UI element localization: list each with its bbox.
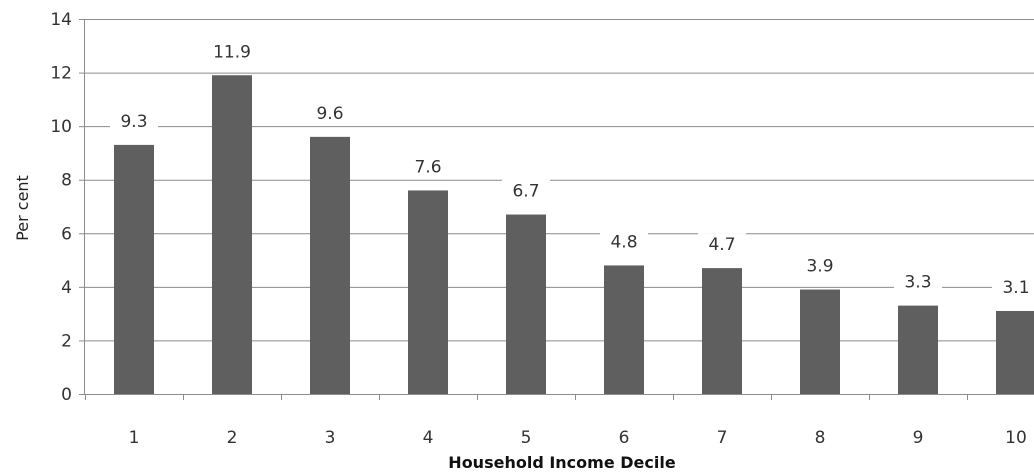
bar-2 — [212, 75, 252, 394]
x-tick-labels: 1 2 3 4 5 6 7 8 9 10 — [129, 428, 1027, 448]
data-label-3: 9.6 — [316, 104, 343, 124]
data-label-5: 6.7 — [512, 182, 539, 202]
axes — [79, 19, 1034, 400]
data-label-bg — [600, 230, 648, 254]
data-label-10: 3.1 — [1002, 278, 1029, 298]
data-label-7: 4.7 — [708, 235, 735, 255]
y-tick-label: 8 — [61, 171, 72, 191]
data-label-bg — [992, 275, 1034, 299]
data-label-bg — [796, 254, 844, 278]
data-label-bg — [502, 179, 550, 203]
data-label-bg — [894, 270, 942, 294]
data-label-bg — [698, 233, 746, 257]
data-label-bg — [110, 109, 158, 133]
y-tick-label: 0 — [61, 385, 72, 405]
x-tick-label-5: 5 — [521, 428, 532, 448]
x-axis-title: Household Income Decile — [448, 453, 676, 472]
data-label-6: 4.8 — [610, 232, 637, 252]
bar-10 — [996, 310, 1034, 394]
y-tick-label: 4 — [61, 278, 72, 298]
x-tick-label-1: 1 — [129, 428, 140, 448]
y-tick-label: 14 — [50, 10, 72, 30]
bar-4 — [408, 190, 448, 394]
data-label-2: 11.9 — [213, 42, 251, 62]
y-tick-labels: 0 2 4 6 8 10 12 14 — [50, 10, 72, 405]
y-tick-label: 10 — [50, 117, 72, 137]
x-tick-label-6: 6 — [619, 428, 630, 448]
bar-3 — [310, 136, 350, 394]
x-tick-label-3: 3 — [325, 428, 336, 448]
x-tick-label-8: 8 — [815, 428, 826, 448]
y-axis-title: Per cent — [13, 175, 32, 241]
bar-1 — [114, 144, 154, 394]
x-tick-label-10: 10 — [1005, 428, 1027, 448]
data-label-bg — [306, 101, 354, 125]
y-tick-label: 12 — [50, 64, 72, 84]
bar-8 — [800, 289, 840, 394]
data-label-4: 7.6 — [414, 157, 441, 177]
y-tick-label: 2 — [61, 331, 72, 351]
x-tick-label-2: 2 — [227, 428, 238, 448]
y-tick-label: 6 — [61, 224, 72, 244]
bar-9 — [898, 305, 938, 394]
x-tick-label-7: 7 — [717, 428, 728, 448]
bar-7 — [702, 268, 742, 394]
data-label-9: 3.3 — [904, 273, 931, 293]
bars — [114, 75, 1034, 394]
data-labels: 9.3 11.9 9.6 7.6 6.7 4.8 4.7 3.9 3.3 3.1 — [110, 40, 1034, 299]
bar-6 — [604, 265, 644, 394]
data-label-bg — [208, 40, 256, 64]
data-label-8: 3.9 — [806, 257, 833, 277]
x-tick-label-4: 4 — [423, 428, 434, 448]
data-label-1: 9.3 — [120, 112, 147, 132]
data-label-bg — [404, 155, 452, 179]
x-tick-label-9: 9 — [913, 428, 924, 448]
bar-5 — [506, 214, 546, 394]
